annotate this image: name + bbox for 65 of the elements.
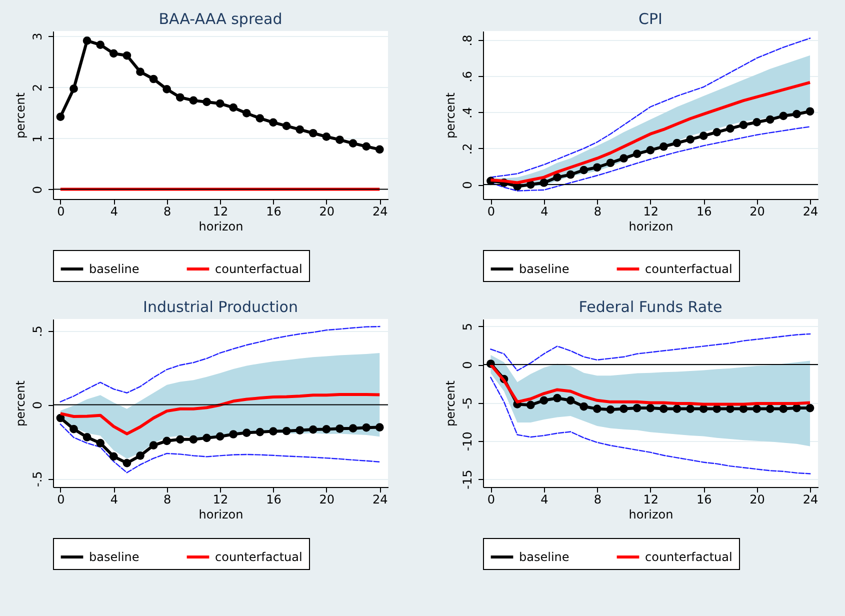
legend-label: baseline bbox=[89, 262, 140, 276]
y-tick-label: 1 bbox=[30, 134, 44, 143]
x-axis-title: horizon bbox=[628, 508, 674, 522]
y-tick-label: 0 bbox=[460, 361, 474, 369]
legend-label: baseline bbox=[519, 550, 570, 564]
y-tick-label: .2 bbox=[460, 143, 474, 155]
y-axis-title: percent bbox=[444, 92, 458, 138]
y-tick-label: -15 bbox=[460, 470, 474, 490]
x-tick-label: 0 bbox=[57, 204, 65, 218]
x-tick-label: 4 bbox=[110, 204, 118, 218]
x-tick-label: 0 bbox=[487, 204, 496, 218]
x-tick-label: 16 bbox=[696, 492, 712, 506]
x-tick-label: 16 bbox=[696, 204, 712, 218]
legend-label: counterfactual bbox=[215, 550, 302, 564]
x-tick-label: 20 bbox=[750, 492, 765, 506]
legend-label: counterfactual bbox=[645, 262, 732, 276]
legend-label: counterfactual bbox=[645, 550, 732, 564]
x-tick-label: 16 bbox=[266, 492, 282, 506]
y-tick-label: .5 bbox=[30, 326, 44, 338]
chart-title: Federal Funds Rate bbox=[578, 298, 722, 316]
x-tick-label: 12 bbox=[643, 492, 659, 506]
y-axis-title: percent bbox=[14, 92, 28, 138]
y-tick-label: 0 bbox=[30, 186, 44, 194]
x-tick-label: 0 bbox=[57, 492, 65, 506]
chart-title: BAA-AAA spread bbox=[158, 10, 282, 28]
y-tick-label: 0 bbox=[460, 181, 474, 189]
x-tick-label: 8 bbox=[594, 492, 602, 506]
x-tick-label: 24 bbox=[372, 204, 388, 218]
legend-label: baseline bbox=[89, 550, 140, 564]
x-tick-label: 24 bbox=[802, 204, 818, 218]
y-tick-label: 3 bbox=[30, 32, 44, 40]
x-tick-label: 0 bbox=[487, 492, 496, 506]
x-tick-label: 24 bbox=[372, 492, 388, 506]
y-tick-label: 5 bbox=[460, 323, 474, 331]
x-tick-label: 8 bbox=[594, 204, 602, 218]
y-tick-label: 2 bbox=[30, 84, 44, 92]
x-tick-label: 4 bbox=[540, 204, 548, 218]
x-tick-label: 20 bbox=[319, 204, 335, 218]
y-axis-title: percent bbox=[444, 380, 458, 426]
y-tick-label: .4 bbox=[460, 107, 474, 119]
x-tick-label: 20 bbox=[319, 492, 335, 506]
chart-title: CPI bbox=[638, 10, 662, 28]
y-tick-label: .6 bbox=[460, 70, 474, 82]
legend-label: baseline bbox=[519, 262, 570, 276]
y-tick-label: 0 bbox=[30, 401, 44, 410]
x-axis-title: horizon bbox=[628, 220, 674, 234]
x-tick-label: 12 bbox=[212, 492, 228, 506]
chart-title: Industrial Production bbox=[143, 298, 298, 316]
x-tick-label: 20 bbox=[750, 204, 765, 218]
x-tick-label: 4 bbox=[110, 492, 118, 506]
x-tick-label: 12 bbox=[212, 204, 228, 218]
y-tick-label: -.5 bbox=[30, 471, 44, 487]
legend-label: counterfactual bbox=[215, 262, 302, 276]
x-tick-label: 8 bbox=[164, 204, 172, 218]
y-tick-label: -10 bbox=[460, 432, 474, 452]
y-axis-title: percent bbox=[14, 380, 28, 426]
x-tick-label: 24 bbox=[802, 492, 818, 506]
x-tick-label: 4 bbox=[540, 492, 548, 506]
x-axis-title: horizon bbox=[198, 220, 244, 234]
x-axis-title: horizon bbox=[198, 508, 244, 522]
y-tick-label: -5 bbox=[460, 397, 474, 410]
y-tick-label: .8 bbox=[460, 34, 474, 46]
x-tick-label: 8 bbox=[164, 492, 172, 506]
x-tick-label: 16 bbox=[266, 204, 282, 218]
x-tick-label: 12 bbox=[643, 204, 659, 218]
